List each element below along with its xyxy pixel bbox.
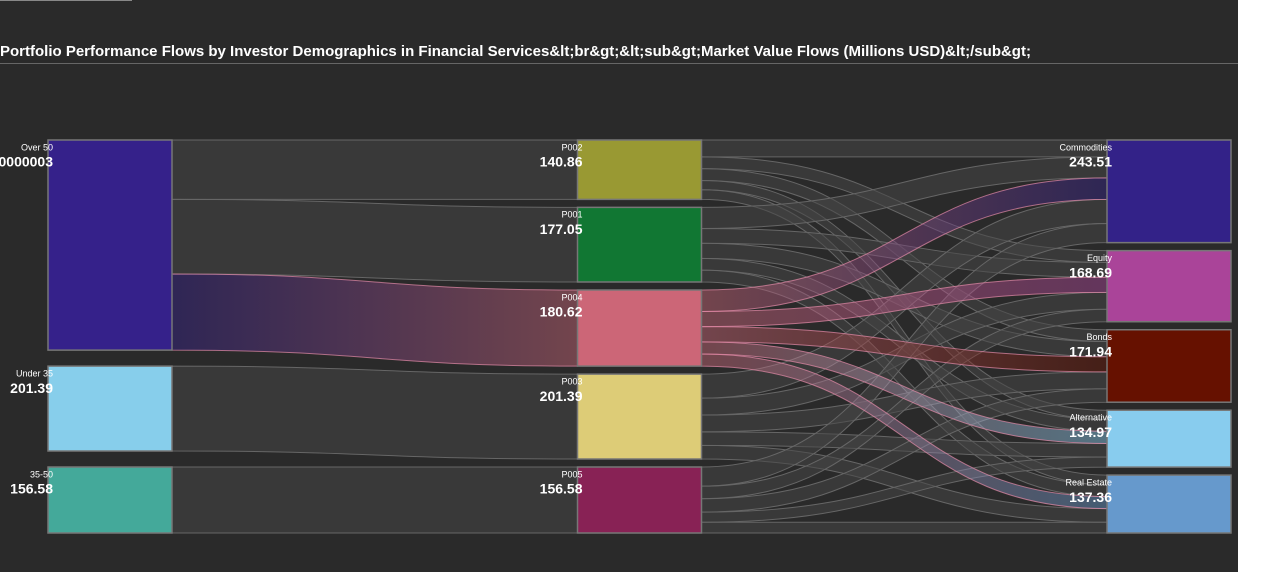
links bbox=[171, 139, 1108, 534]
chart-title: Portfolio Performance Flows by Investor … bbox=[0, 43, 1031, 60]
node-value: 156.58 bbox=[540, 481, 583, 497]
node bbox=[576, 289, 703, 367]
node-value: 177.05 bbox=[540, 221, 583, 237]
chart: Portfolio Performance Flows by Investor … bbox=[0, 0, 1238, 572]
nodes: Over 50 498.5300000003 Under 35 201.39 35-50… bbox=[0, 139, 1232, 534]
node-value: 140.86 bbox=[540, 154, 583, 170]
node-label: P002 bbox=[561, 142, 582, 152]
node bbox=[1106, 139, 1232, 244]
node bbox=[1106, 409, 1232, 468]
node bbox=[47, 139, 173, 351]
node-label: Equity bbox=[1087, 253, 1113, 263]
node-value: 168.69 bbox=[1069, 264, 1112, 280]
node-label: Bonds bbox=[1086, 332, 1112, 342]
node-value: 243.51 bbox=[1069, 154, 1112, 170]
node bbox=[1106, 328, 1232, 403]
node-label: Real Estate bbox=[1065, 477, 1112, 487]
node-label: P004 bbox=[561, 292, 582, 302]
node-value: 134.97 bbox=[1069, 424, 1112, 440]
node-value: 180.62 bbox=[540, 304, 583, 320]
node bbox=[1106, 249, 1232, 323]
node-value: 498.5300000003 bbox=[0, 154, 53, 170]
link bbox=[171, 198, 578, 283]
node bbox=[1106, 474, 1232, 534]
node-value: 201.39 bbox=[10, 380, 53, 396]
node bbox=[576, 466, 703, 534]
node-label: 35-50 bbox=[30, 469, 53, 479]
node bbox=[576, 139, 703, 201]
link bbox=[171, 365, 578, 460]
node-value: 201.39 bbox=[540, 388, 583, 404]
node-label: Under 35 bbox=[16, 368, 53, 378]
node bbox=[576, 373, 703, 460]
node-label: Over 50 bbox=[21, 142, 53, 152]
node-label: Alternative bbox=[1069, 413, 1112, 423]
node-label: P005 bbox=[561, 469, 582, 479]
node-label: P003 bbox=[561, 376, 582, 386]
node-label: P001 bbox=[561, 210, 582, 220]
link bbox=[701, 521, 1108, 534]
node-value: 137.36 bbox=[1069, 489, 1112, 505]
node-value: 171.94 bbox=[1069, 343, 1112, 359]
node-label: Commodities bbox=[1059, 142, 1112, 152]
node bbox=[47, 365, 173, 452]
node bbox=[576, 206, 703, 283]
link bbox=[701, 139, 1108, 158]
node-value: 156.58 bbox=[10, 481, 53, 497]
link bbox=[171, 139, 578, 200]
link bbox=[171, 466, 578, 534]
node bbox=[47, 466, 173, 534]
